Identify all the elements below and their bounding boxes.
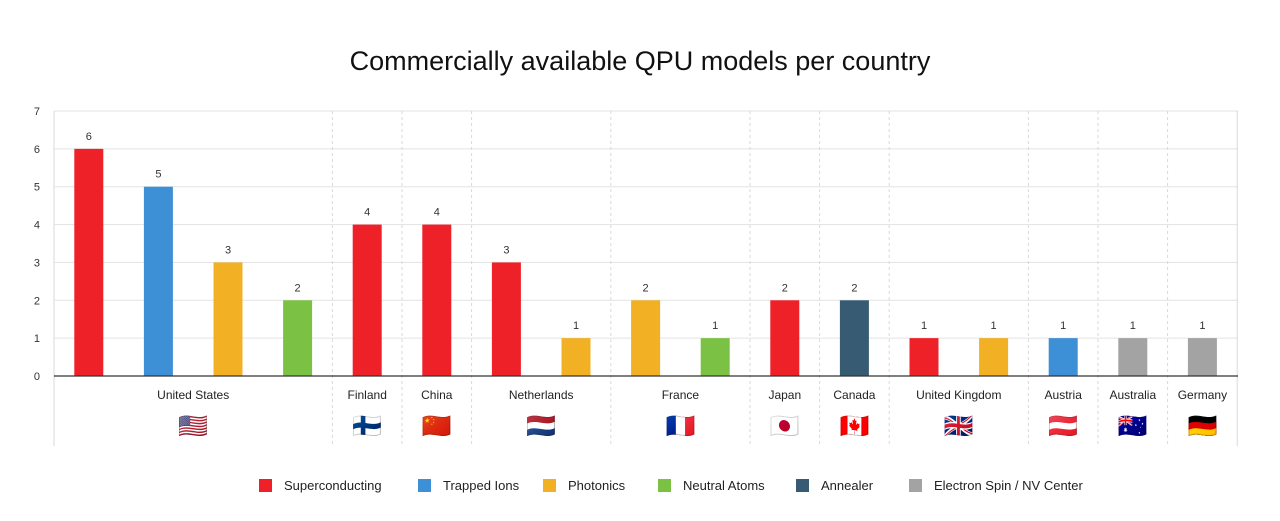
y-tick-label: 5 (34, 182, 40, 194)
category-label: Germany (1178, 388, 1227, 402)
legend-swatch (796, 479, 809, 492)
y-tick-label: 2 (34, 295, 40, 307)
country-flag: 🇦🇹 (1048, 413, 1078, 440)
bar (979, 338, 1009, 376)
legend-item: Annealer (796, 478, 873, 493)
data-label: 1 (1060, 320, 1066, 332)
country-flag: 🇯🇵 (770, 413, 800, 440)
country-flag: 🇬🇧 (944, 413, 974, 440)
chart-title: Commercially available QPU models per co… (349, 46, 931, 76)
data-label: 1 (712, 320, 718, 332)
country-flag: 🇨🇦 (839, 413, 869, 440)
category-label: United States (157, 388, 229, 402)
y-tick-label: 7 (34, 106, 40, 118)
data-label: 2 (851, 282, 857, 294)
bar (1048, 338, 1078, 376)
data-label: 4 (364, 207, 370, 219)
category-label: Austria (1045, 388, 1083, 402)
bar (631, 300, 661, 376)
bar (561, 338, 591, 376)
category-label: China (421, 388, 453, 402)
legend-swatch (259, 479, 272, 492)
bar (352, 224, 382, 376)
data-label: 2 (295, 282, 301, 294)
data-label: 1 (1199, 320, 1205, 332)
legend-item: Photonics (543, 478, 625, 493)
category-label: United Kingdom (916, 388, 1001, 402)
bar (74, 148, 104, 376)
data-label: 1 (921, 320, 927, 332)
data-label: 5 (155, 169, 161, 181)
data-label: 4 (434, 207, 440, 219)
data-label: 1 (991, 320, 997, 332)
legend-label: Annealer (821, 478, 874, 493)
legend-swatch (909, 479, 922, 492)
chart-legend: Superconducting Trapped Ions Photonics Neut… (0, 478, 1280, 498)
legend-item: Electron Spin / NV Center (909, 478, 1083, 493)
bar (213, 262, 243, 376)
country-flag: 🇦🇺 (1118, 412, 1148, 440)
data-label: 2 (643, 282, 649, 294)
legend-swatch (543, 479, 556, 492)
bar (1187, 338, 1217, 376)
category-label: Japan (768, 388, 801, 402)
country-flag: 🇨🇳 (422, 413, 452, 440)
legend-item: Trapped Ions (418, 478, 519, 493)
bar (491, 262, 521, 376)
bar (143, 186, 173, 376)
legend-label: Electron Spin / NV Center (934, 478, 1083, 493)
bar (1118, 338, 1148, 376)
bar (770, 300, 800, 376)
category-label: Canada (833, 388, 875, 402)
data-label: 3 (503, 244, 509, 256)
category-label: Australia (1109, 388, 1156, 402)
legend-label: Photonics (568, 478, 626, 493)
y-tick-label: 3 (34, 257, 40, 269)
legend-label: Superconducting (284, 478, 382, 493)
country-flag: 🇩🇪 (1187, 413, 1217, 440)
legend-item: Superconducting (259, 478, 382, 493)
legend-item: Neutral Atoms (658, 478, 765, 493)
bar (700, 338, 730, 376)
y-tick-label: 0 (34, 371, 40, 383)
legend-label: Trapped Ions (443, 478, 520, 493)
bar-chart: 0 1 2 3 4 5 6 7 6 5 3 2 United States 🇺🇸 4 Finland 🇫🇮 4 Ch… (34, 106, 1238, 446)
legend-swatch (418, 479, 431, 492)
data-label: 6 (86, 131, 92, 143)
country-flag: 🇳🇱 (526, 413, 556, 440)
country-flag: 🇫🇷 (665, 413, 695, 440)
country-flag: 🇺🇸 (178, 413, 208, 440)
bar (909, 338, 939, 376)
legend-swatch (658, 479, 671, 492)
y-tick-label: 1 (34, 333, 40, 345)
data-label: 1 (573, 320, 579, 332)
data-label: 3 (225, 244, 231, 256)
category-label: Finland (348, 388, 387, 402)
y-tick-label: 4 (34, 220, 40, 232)
bar (283, 300, 313, 376)
country-flag: 🇫🇮 (352, 413, 382, 440)
bar (422, 224, 452, 376)
y-tick-label: 6 (34, 144, 40, 156)
category-label: Netherlands (509, 388, 574, 402)
data-label: 2 (782, 282, 788, 294)
data-label: 1 (1130, 320, 1136, 332)
legend-label: Neutral Atoms (683, 478, 765, 493)
category-label: France (662, 388, 700, 402)
bar (839, 300, 869, 376)
